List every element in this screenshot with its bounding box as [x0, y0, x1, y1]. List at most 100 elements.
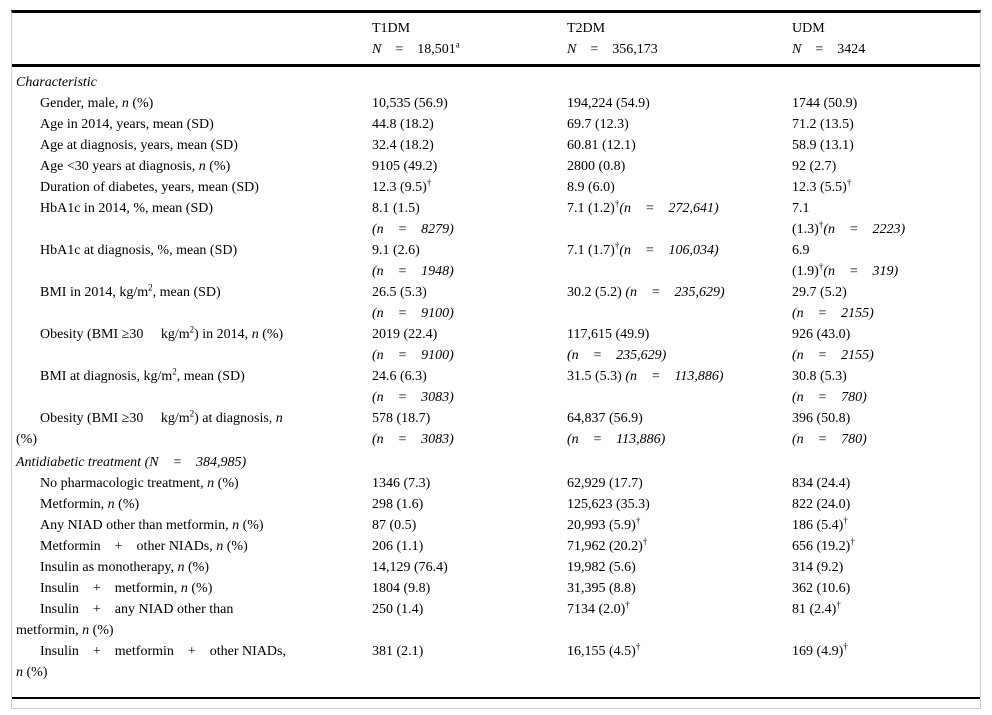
- value-cell-udm: 81 (2.4)†: [792, 599, 841, 617]
- value-cell-t1dm: 9.1 (2.6) (n = 1948): [372, 243, 454, 279]
- value-cell-t2dm: 7.1 (1.2)†(n = 272,641): [567, 198, 719, 216]
- value-cell-udm: 926 (43.0) (n = 2155): [792, 327, 874, 363]
- value-cell-t1dm: 10,535 (56.9): [372, 96, 448, 111]
- value-cell-t1dm: 8.1 (1.5) (n = 8279): [372, 201, 454, 237]
- row-label-cell: Duration of diabetes, years, mean (SD): [40, 180, 259, 195]
- row-label-cell: Age <30 years at diagnosis, n (%): [40, 159, 231, 174]
- table-row: BMI in 2014, kg/m2, mean (SD) 26.5 (5.3)(…: [12, 282, 980, 324]
- table-row: Any NIAD other than metformin, n (%) 87 (…: [12, 515, 980, 536]
- value-cell-t1dm: 32.4 (18.2): [372, 138, 434, 153]
- section-label: Antidiabetic treatment (N = 384,985): [16, 455, 247, 470]
- table-row: Gender, male, n (%) 10,535 (56.9) 194,224 …: [12, 93, 980, 114]
- value-cell-t1dm: 206 (1.1): [372, 539, 424, 554]
- value-cell-udm: 834 (24.4): [792, 476, 851, 491]
- row-label-cell: HbA1c at diagnosis, %, mean (SD): [40, 243, 238, 258]
- header-empty-cell: [12, 13, 372, 67]
- row-label-cell: Gender, male, n (%): [40, 96, 154, 111]
- table-row: No pharmacologic treatment, n (%) 1346 (7…: [12, 473, 980, 494]
- row-label-cell: Insulin + any NIAD other than metformin, …: [16, 602, 234, 638]
- value-cell-udm: 362 (10.6): [792, 581, 851, 596]
- value-cell-udm: 12.3 (5.5)†: [792, 177, 852, 195]
- value-cell-t2dm: 2800 (0.8): [567, 159, 626, 174]
- table-row: HbA1c at diagnosis, %, mean (SD) 9.1 (2.6…: [12, 240, 980, 282]
- row-label-cell: Metformin + other NIADs, n (%): [40, 539, 248, 554]
- table-row: Duration of diabetes, years, mean (SD) 12…: [12, 177, 980, 198]
- value-cell-t2dm: 31,395 (8.8): [567, 581, 636, 596]
- value-cell-udm: 822 (24.0): [792, 497, 851, 512]
- value-cell-udm: 656 (19.2)†: [792, 536, 855, 554]
- value-cell-udm: 186 (5.4)†: [792, 515, 848, 533]
- value-cell-t1dm: 44.8 (18.2): [372, 117, 434, 132]
- table-row: Obesity (BMI ≥30 kg/m2) in 2014, n (%) 20…: [12, 324, 980, 366]
- row-label-cell: Insulin + metformin + other NIADs, n (%): [16, 644, 286, 680]
- table-row: Metformin, n (%) 298 (1.6) 125,623 (35.3) 8…: [12, 494, 980, 515]
- row-label-cell: Any NIAD other than metformin, n (%): [40, 518, 264, 533]
- section-row: Antidiabetic treatment (N = 384,985): [12, 450, 980, 473]
- value-cell-t1dm: 26.5 (5.3) (n = 9100): [372, 285, 454, 321]
- value-cell-t2dm: 30.2 (5.2) (n = 235,629): [567, 285, 725, 300]
- row-label-cell: No pharmacologic treatment, n (%): [40, 476, 239, 491]
- row-label-cell: Metformin, n (%): [40, 497, 140, 512]
- value-cell-udm: 169 (4.9)†: [792, 641, 848, 659]
- table-row: BMI at diagnosis, kg/m2, mean (SD) 24.6 (…: [12, 366, 980, 408]
- value-cell-t1dm: 381 (2.1): [372, 644, 424, 659]
- value-cell-t2dm: 60.81 (12.1): [567, 138, 636, 153]
- value-cell-t2dm: 7134 (2.0)†: [567, 599, 630, 617]
- header-row: T1DM N = 18,501a T2DM N = 356,173 UDM N = 342…: [12, 13, 980, 67]
- value-cell-t2dm: 71,962 (20.2)†: [567, 536, 648, 554]
- value-cell-t1dm: 1346 (7.3): [372, 476, 431, 491]
- column-header-t1dm: T1DM N = 18,501a: [372, 13, 567, 67]
- table-row: Insulin + metformin, n (%) 1804 (9.8) 31,3…: [12, 578, 980, 599]
- value-cell-udm: 92 (2.7): [792, 159, 837, 174]
- value-cell-t2dm: 64,837 (56.9) (n = 113,886): [567, 411, 666, 447]
- row-label-cell: Age in 2014, years, mean (SD): [40, 117, 214, 132]
- column-header-udm: UDM N = 3424: [792, 13, 980, 67]
- table-row: Insulin + any NIAD other than metformin, …: [12, 599, 980, 641]
- row-label-cell: Insulin as monotherapy, n (%): [40, 560, 210, 575]
- table-body: Characteristic Gender, male, n (%) 10,535 …: [12, 66, 980, 699]
- value-cell-t2dm: 16,155 (4.5)†: [567, 641, 641, 659]
- data-table: T1DM N = 18,501a T2DM N = 356,173 UDM N = 342…: [12, 13, 980, 699]
- value-cell-t1dm: 14,129 (76.4): [372, 560, 448, 575]
- value-cell-t2dm: 194,224 (54.9): [567, 96, 650, 111]
- value-cell-udm: 6.9 (1.9)†(n = 319): [792, 243, 899, 279]
- table-row: HbA1c in 2014, %, mean (SD) 8.1 (1.5) (n =…: [12, 198, 980, 240]
- row-label-cell: BMI in 2014, kg/m2, mean (SD): [40, 282, 221, 300]
- value-cell-t1dm: 12.3 (9.5)†: [372, 177, 432, 195]
- table-header: T1DM N = 18,501a T2DM N = 356,173 UDM N = 342…: [12, 13, 980, 67]
- table-row: Insulin + metformin + other NIADs, n (%) 3…: [12, 641, 980, 698]
- row-label-cell: Obesity (BMI ≥30 kg/m2) in 2014, n (%): [40, 324, 284, 342]
- row-label-cell: Insulin + metformin, n (%): [40, 581, 213, 596]
- value-cell-t1dm: 578 (18.7) (n = 3083): [372, 411, 454, 447]
- section-label: Characteristic: [16, 75, 97, 90]
- value-cell-t2dm: 69.7 (12.3): [567, 117, 629, 132]
- value-cell-udm: 1744 (50.9): [792, 96, 858, 111]
- page: { "table": { "column_keys": ["t1dm", "t2…: [0, 10, 992, 715]
- row-label-cell: Age at diagnosis, years, mean (SD): [40, 138, 238, 153]
- value-cell-t1dm: 24.6 (6.3) (n = 3083): [372, 369, 454, 405]
- table-row: Age in 2014, years, mean (SD) 44.8 (18.2)…: [12, 114, 980, 135]
- table-row: Obesity (BMI ≥30 kg/m2) at diagnosis, n(…: [12, 408, 980, 450]
- value-cell-t1dm: 87 (0.5): [372, 518, 417, 533]
- row-label-cell: Obesity (BMI ≥30 kg/m2) at diagnosis, n(…: [16, 408, 283, 447]
- value-cell-t1dm: 1804 (9.8): [372, 581, 431, 596]
- value-cell-t2dm: 19,982 (5.6): [567, 560, 636, 575]
- value-cell-t2dm: 8.9 (6.0): [567, 180, 615, 195]
- value-cell-t1dm: 250 (1.4): [372, 602, 424, 617]
- column-header-t2dm: T2DM N = 356,173: [567, 13, 792, 67]
- value-cell-t1dm: 9105 (49.2): [372, 159, 438, 174]
- value-cell-t2dm: 20,993 (5.9)†: [567, 515, 641, 533]
- value-cell-t2dm: 125,623 (35.3): [567, 497, 650, 512]
- value-cell-t2dm: 62,929 (17.7): [567, 476, 643, 491]
- value-cell-udm: 29.7 (5.2) (n = 2155): [792, 285, 874, 321]
- value-cell-udm: 30.8 (5.3) (n = 780): [792, 369, 867, 405]
- section-row: Characteristic: [12, 66, 980, 94]
- clinical-characteristics-table: T1DM N = 18,501a T2DM N = 356,173 UDM N = 342…: [11, 10, 981, 709]
- row-label-cell: HbA1c in 2014, %, mean (SD): [40, 201, 214, 216]
- table-row: Insulin as monotherapy, n (%) 14,129 (76.…: [12, 557, 980, 578]
- value-cell-t1dm: 2019 (22.4) (n = 9100): [372, 327, 454, 363]
- value-cell-udm: 71.2 (13.5): [792, 117, 854, 132]
- row-label-cell: BMI at diagnosis, kg/m2, mean (SD): [40, 366, 245, 384]
- value-cell-t2dm: 7.1 (1.7)†(n = 106,034): [567, 240, 719, 258]
- value-cell-t1dm: 298 (1.6): [372, 497, 424, 512]
